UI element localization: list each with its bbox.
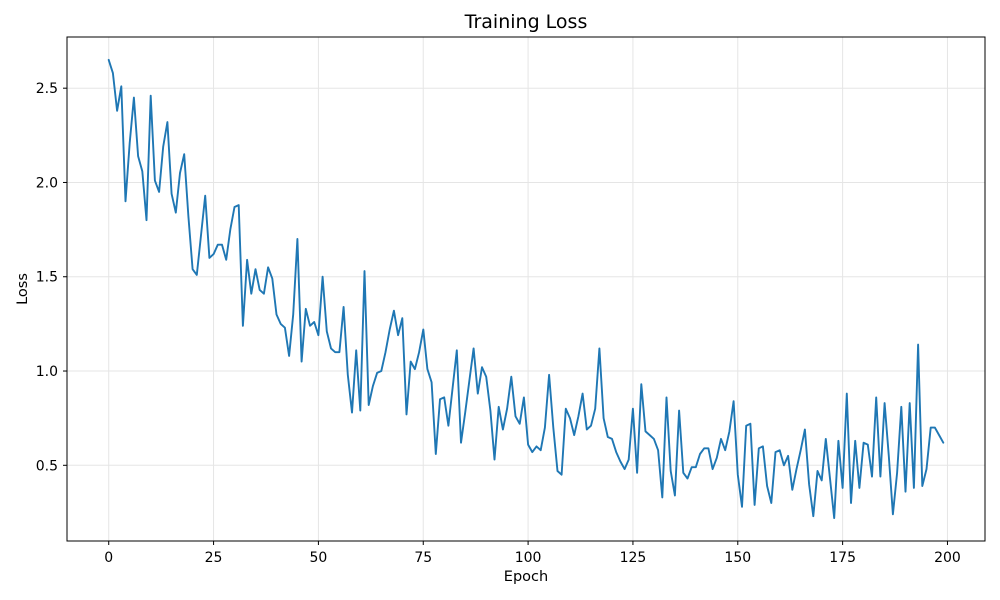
plot-border <box>66 36 986 542</box>
x-tick-labels: 0 25 50 75 100 125 150 175 200 <box>104 550 961 566</box>
x-tick-label: 50 <box>309 550 327 566</box>
x-tick-label: 25 <box>205 550 223 566</box>
axis-ticks <box>63 87 948 545</box>
x-tick-label: 150 <box>724 550 751 566</box>
y-tick-label: 1.5 <box>36 270 58 286</box>
grid-lines <box>67 37 985 541</box>
x-tick-label: 0 <box>104 550 113 566</box>
y-tick-labels: 0.5 1.0 1.5 2.0 2.5 <box>36 81 58 474</box>
y-tick-label: 2.5 <box>36 81 58 97</box>
x-axis-label: Epoch <box>504 569 548 585</box>
x-tick-label: 175 <box>829 550 856 566</box>
loss-line-series <box>107 58 945 520</box>
y-tick-label: 2.0 <box>36 175 58 191</box>
chart-title: Training Loss <box>464 11 588 33</box>
y-axis-label: Loss <box>15 273 31 305</box>
x-tick-label: 200 <box>934 550 961 566</box>
y-tick-label: 0.5 <box>36 458 58 474</box>
loss-line <box>107 58 945 520</box>
x-tick-label: 100 <box>515 550 542 566</box>
y-tick-label: 1.0 <box>36 364 58 380</box>
x-tick-label: 125 <box>620 550 647 566</box>
x-tick-label: 75 <box>414 550 432 566</box>
